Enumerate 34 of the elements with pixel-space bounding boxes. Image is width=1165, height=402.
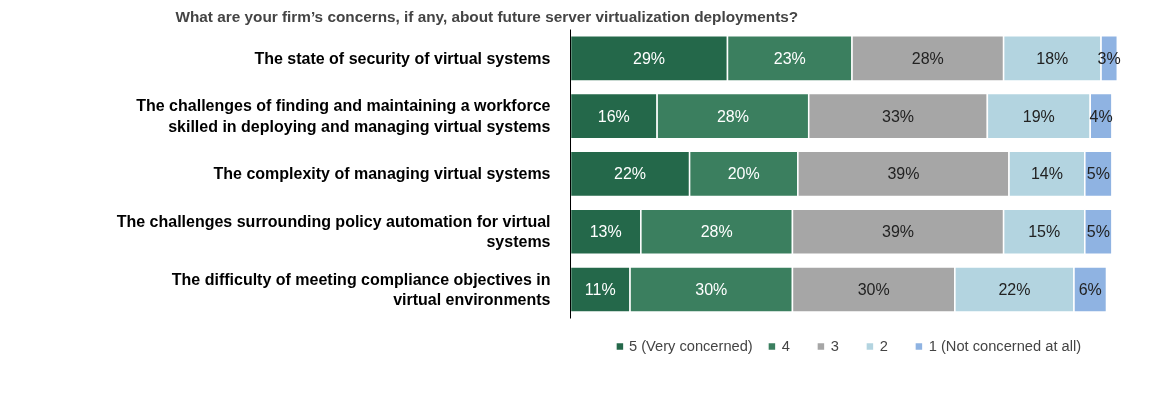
legend-label: 5 (Very concerned) (628, 338, 753, 354)
legend-label: 2 (879, 338, 889, 354)
data-label: 28% (716, 107, 749, 125)
data-label: 30% (857, 280, 890, 298)
data-label: 22% (998, 280, 1031, 298)
data-label: 6% (1078, 280, 1102, 298)
data-label: 33% (882, 107, 915, 125)
data-label: 23% (773, 49, 806, 67)
data-label: 30% (695, 280, 728, 298)
y-tick-label: The difficulty of meeting compliance objectives in virtual environments (171, 270, 551, 309)
data-label: 11% (584, 280, 616, 298)
data-label: 13% (589, 223, 622, 241)
data-label: 18% (1036, 49, 1069, 67)
data-label: 5% (1086, 223, 1110, 241)
legend-label: 1 (Not concerned at all) (928, 338, 1082, 354)
chart-title: What are your firm’s concerns, if any, about future server virtualization deployments? (175, 7, 799, 25)
data-label: 29% (632, 49, 666, 67)
data-label: 22% (614, 165, 647, 183)
data-label: 20% (727, 165, 760, 183)
data-label: 5% (1086, 165, 1110, 183)
data-label: 39% (887, 165, 920, 183)
data-label: 14% (1030, 165, 1063, 183)
y-tick-label: The challenges surrounding policy automation for virtual systems (116, 212, 551, 251)
data-label: 15% (1028, 223, 1061, 241)
legend-label: 3 (830, 338, 840, 354)
data-label: 28% (700, 223, 733, 241)
data-label: 39% (882, 223, 915, 241)
data-label: 19% (1022, 107, 1055, 125)
data-label: 28% (911, 49, 944, 67)
y-tick-label: The challenges of finding and maintaining a workforce skilled in deploying and managing virtual systems (136, 97, 551, 135)
legend-label: 4 (781, 338, 791, 354)
data-label: 16% (597, 107, 630, 125)
y-tick-label: The state of security of virtual systems (254, 49, 551, 67)
y-tick-label: The complexity of managing virtual systems (213, 165, 551, 183)
